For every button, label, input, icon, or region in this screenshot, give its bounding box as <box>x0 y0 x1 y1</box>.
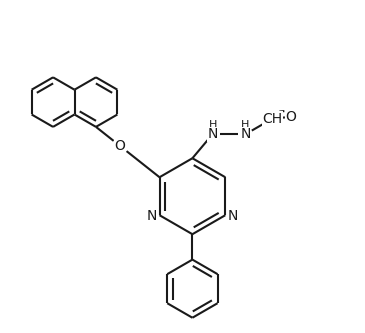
Text: N: N <box>207 127 218 141</box>
Text: O: O <box>285 110 296 124</box>
Text: H: H <box>241 120 250 130</box>
Text: H: H <box>208 120 217 130</box>
Text: N: N <box>240 127 251 141</box>
Text: CH: CH <box>262 112 283 126</box>
Text: N: N <box>228 209 238 223</box>
Text: N: N <box>147 209 157 223</box>
Text: O: O <box>115 139 126 153</box>
